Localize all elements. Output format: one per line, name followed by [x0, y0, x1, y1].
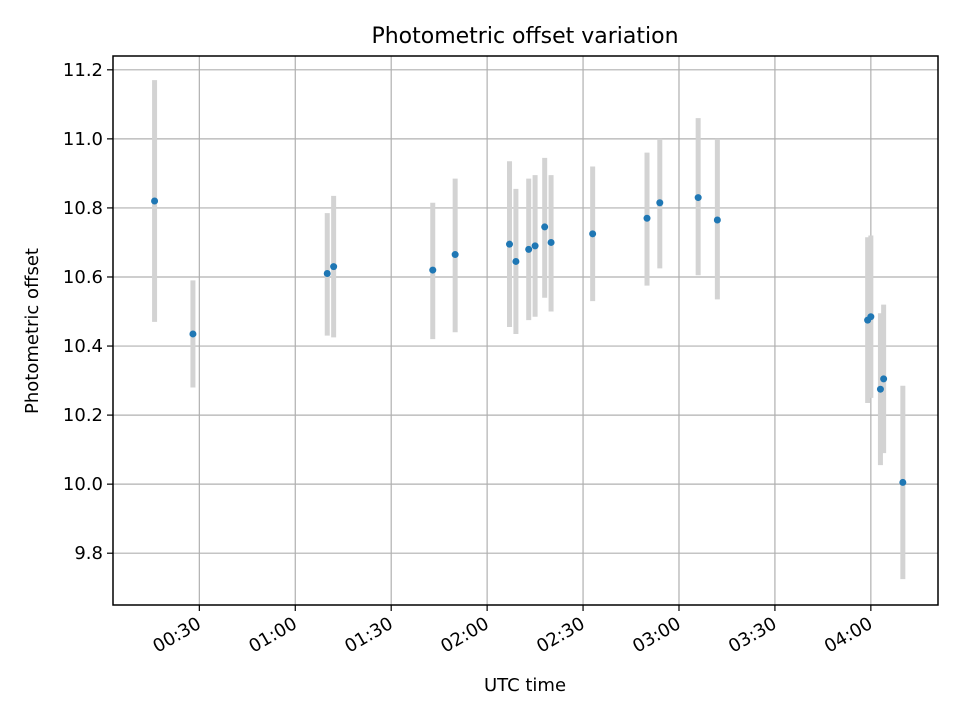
x-axis-title: UTC time — [484, 675, 566, 696]
data-point — [330, 263, 338, 271]
data-point — [547, 238, 555, 246]
y-tick-label: 10.4 — [63, 336, 103, 357]
y-tick-label: 10.0 — [63, 474, 103, 495]
data-point — [589, 230, 597, 238]
y-tick-label: 10.6 — [63, 267, 103, 288]
y-tick-label: 9.8 — [74, 543, 103, 564]
y-tick-label: 11.2 — [63, 60, 103, 81]
data-point — [525, 245, 533, 253]
y-tick-label: 10.2 — [63, 405, 103, 426]
data-point — [656, 199, 664, 207]
data-point — [189, 330, 197, 338]
data-point — [506, 240, 514, 248]
data-point — [713, 216, 721, 224]
data-point — [899, 478, 907, 486]
point-layer — [151, 194, 907, 486]
data-point — [151, 197, 159, 205]
y-tick-label: 11.0 — [63, 129, 103, 150]
data-point — [451, 251, 459, 259]
data-point — [694, 194, 702, 202]
data-point — [867, 313, 875, 321]
data-point — [541, 223, 549, 231]
data-point — [323, 270, 331, 278]
data-point — [880, 375, 888, 383]
data-point — [531, 242, 539, 250]
plot-frame — [112, 55, 939, 606]
y-tick-label: 10.8 — [63, 198, 103, 219]
chart-title: Photometric offset variation — [371, 24, 678, 49]
data-point — [429, 266, 437, 274]
y-axis-title: Photometric offset — [22, 248, 43, 414]
data-point — [643, 214, 651, 222]
data-point — [876, 385, 884, 393]
grid-layer — [113, 56, 938, 605]
data-point — [512, 257, 520, 265]
